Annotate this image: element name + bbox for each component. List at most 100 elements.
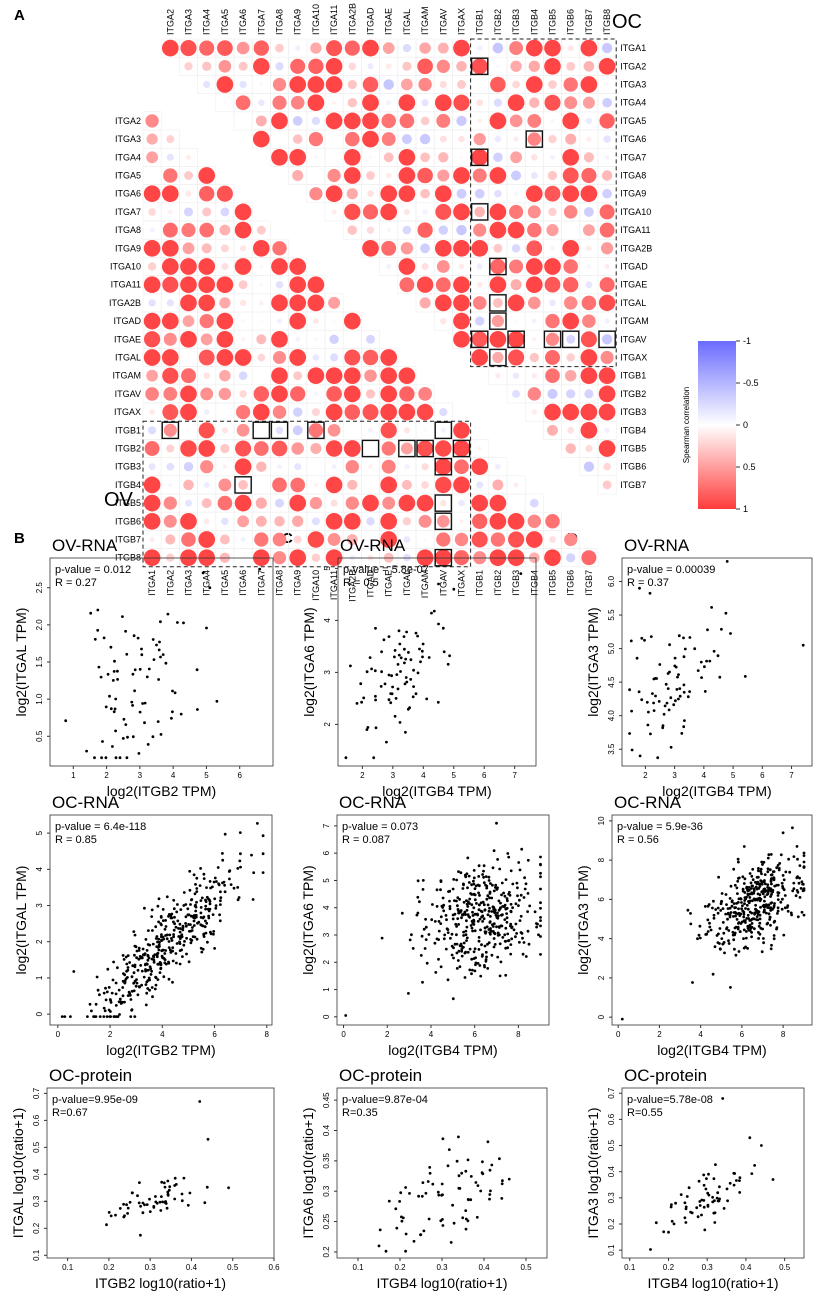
data-point: [470, 972, 473, 976]
ov-corr-circle: [328, 296, 341, 309]
data-point: [414, 631, 418, 635]
data-point: [368, 656, 372, 659]
data-point: [143, 1203, 146, 1207]
data-point: [390, 692, 394, 696]
y-tick-label: 2: [35, 939, 44, 944]
data-point: [726, 917, 729, 921]
data-point: [672, 1222, 676, 1226]
data-point: [64, 719, 68, 723]
oc-corr-circle: [525, 276, 543, 294]
left-axis-label: ITGB6: [115, 516, 141, 526]
data-point: [208, 900, 212, 903]
oc-corr-circle: [474, 206, 486, 218]
data-point: [719, 947, 722, 951]
data-point: [96, 608, 100, 612]
data-point: [95, 975, 99, 979]
data-point: [464, 933, 468, 937]
data-point: [128, 1200, 132, 1204]
data-point: [187, 960, 191, 964]
oc-corr-circle: [507, 221, 525, 239]
data-point: [123, 981, 127, 985]
y-tick-label: 4: [323, 618, 332, 623]
oc-corr-circle: [509, 114, 523, 128]
data-point: [159, 916, 163, 919]
data-point: [702, 1173, 706, 1177]
ov-corr-circle: [167, 209, 173, 215]
oc-corr-circle: [325, 185, 343, 203]
data-point: [195, 668, 199, 672]
ov-corr-circle: [185, 154, 192, 160]
ov-corr-circle: [216, 330, 234, 348]
data-point: [421, 1181, 425, 1184]
data-point: [711, 972, 715, 976]
data-point: [150, 908, 154, 912]
ov-corr-circle: [201, 243, 212, 254]
data-point: [394, 697, 398, 700]
right-axis-label: ITGAV: [620, 334, 646, 344]
ov-corr-circle: [343, 385, 361, 403]
data-point: [219, 896, 223, 900]
data-point: [194, 909, 198, 913]
oc-corr-circle: [238, 61, 248, 71]
data-point: [474, 961, 478, 965]
data-point: [102, 1006, 106, 1010]
data-point: [721, 921, 725, 924]
data-point: [750, 884, 754, 888]
data-point: [404, 1232, 408, 1236]
data-point: [457, 1135, 460, 1139]
ov-corr-circle: [181, 368, 196, 384]
ov-corr-circle: [162, 404, 179, 421]
right-axis-label: ITGA1: [620, 43, 646, 53]
data-point: [768, 915, 772, 919]
data-point: [178, 962, 182, 966]
data-point: [170, 939, 174, 942]
data-point: [500, 881, 504, 885]
data-point: [399, 656, 403, 660]
oc-highlight-box: [470, 57, 489, 76]
data-point: [522, 896, 526, 899]
ov-corr-circle: [146, 369, 158, 382]
data-point: [720, 892, 724, 895]
data-point: [784, 870, 788, 874]
left-axis-label: ITGA8: [115, 225, 141, 235]
data-point: [682, 690, 686, 694]
data-point: [149, 967, 153, 971]
data-point: [167, 961, 171, 965]
data-point: [507, 1177, 511, 1181]
data-point: [391, 685, 394, 689]
ov-corr-circle: [272, 532, 287, 547]
data-point: [130, 975, 134, 979]
data-point: [767, 903, 771, 907]
x-tick-label: 0.3: [702, 1263, 714, 1272]
oc-corr-circle: [289, 148, 307, 166]
data-point: [399, 1191, 403, 1195]
data-point: [181, 955, 184, 958]
data-point: [143, 701, 147, 705]
data-point: [760, 950, 764, 954]
data-point: [106, 672, 110, 676]
ov-corr-circle: [220, 244, 229, 253]
data-point: [750, 874, 754, 878]
data-point: [205, 886, 208, 889]
y-tick-label: 0.3: [607, 1192, 616, 1204]
oc-corr-circle: [292, 169, 304, 182]
y-tick-label: 0.7: [32, 1087, 41, 1099]
oc-corr-circle: [271, 112, 288, 130]
oc-corr-circle: [580, 367, 598, 385]
oc-corr-circle: [327, 168, 341, 183]
data-point: [165, 933, 169, 937]
ov-corr-circle: [241, 319, 245, 323]
data-point: [164, 661, 168, 665]
bottom-axis-label: ITGAL: [402, 570, 412, 596]
ov-corr-circle: [404, 464, 410, 470]
data-point: [512, 928, 516, 932]
bottom-axis-label: ITGA3: [184, 570, 194, 596]
data-point: [742, 937, 745, 940]
data-point: [147, 667, 151, 671]
data-point: [760, 1144, 763, 1147]
ov-corr-circle: [292, 515, 304, 527]
oc-corr-circle: [563, 259, 578, 274]
left-axis-label: ITGB4: [115, 480, 141, 490]
data-point: [441, 906, 445, 909]
scatter-title: OC-protein: [339, 1066, 422, 1085]
